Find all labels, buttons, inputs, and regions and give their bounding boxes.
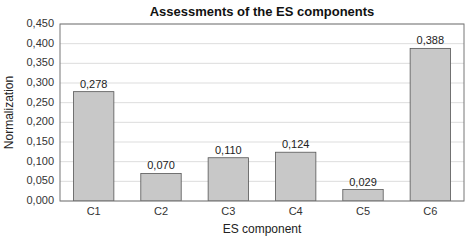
data-label: 0,124 [282,138,310,150]
y-tick-label: 0,450 [26,17,54,29]
x-tick-label: C2 [154,205,168,217]
bar [410,48,450,201]
bar [343,190,383,201]
data-labels: 0,278 0,070 0,110 0,124 0,029 0,388 [80,34,444,187]
data-label: 0,029 [349,176,377,188]
x-tick-label: C1 [87,205,101,217]
bar [73,92,113,201]
bar [275,152,315,201]
y-tick-label: 0,100 [26,155,54,167]
grid-line [60,43,464,44]
y-tick-label: 0,000 [26,194,54,206]
title: Assessments of the ES components [150,4,375,19]
data-label: 0,110 [215,144,242,156]
grid-line [60,83,464,84]
x-tick-label: C3 [221,205,235,217]
y-axis-label: Normalization [2,76,16,149]
bar [208,158,248,201]
grid-line [60,161,464,162]
y-tick-label: 0,350 [26,56,54,68]
x-tick-label: C5 [356,205,370,217]
grid [60,24,464,201]
y-tick-label: 0,400 [26,37,54,49]
y-tick-label: 0,200 [26,115,54,127]
bars [73,48,450,201]
chart-container: 0,000 0,050 0,100 0,150 0,200 0,250 0,300 0,350… [0,0,474,239]
grid-line [60,102,464,103]
chart-svg: 0,000 0,050 0,100 0,150 0,200 0,250 0,300 0,350… [0,0,474,239]
grid-line [60,142,464,143]
bar [141,173,181,201]
x-tick-label: C6 [423,205,437,217]
x-tick-label: C4 [289,205,303,217]
grid-line [60,122,464,123]
data-label: 0,278 [80,78,108,90]
grid-line [60,63,464,64]
y-tick-label: 0,150 [26,135,54,147]
x-axis-label: ES component [223,222,302,236]
plot-frame [60,24,464,201]
y-tick-label: 0,300 [26,76,54,88]
y-tick-label: 0,050 [26,174,54,186]
grid-line [60,181,464,182]
data-label: 0,388 [417,34,445,46]
y-tick-label: 0,250 [26,96,54,108]
data-label: 0,070 [147,159,175,171]
